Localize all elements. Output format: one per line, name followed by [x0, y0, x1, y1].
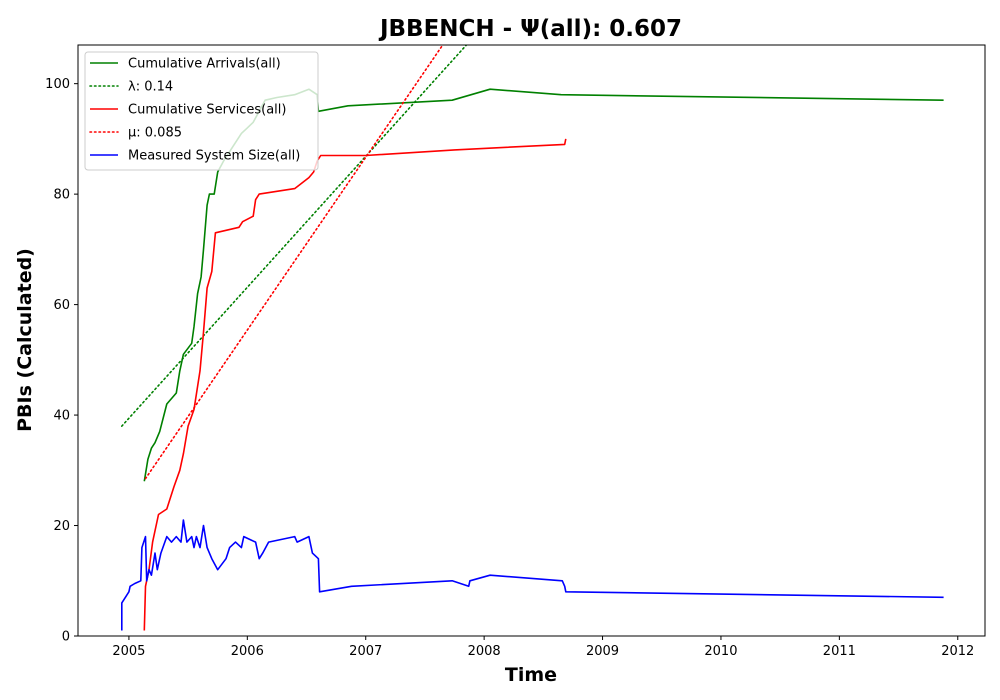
y-tick-label: 60: [53, 298, 70, 313]
series-line-2: [143, 138, 567, 631]
legend-label: Cumulative Arrivals(all): [128, 57, 281, 72]
x-tick-label: 2012: [941, 644, 974, 659]
x-tick-label: 2008: [468, 644, 501, 659]
y-tick-label: 20: [53, 519, 70, 534]
y-tick-label: 40: [53, 409, 70, 424]
x-tick-label: 2006: [231, 644, 264, 659]
chart-title: JBBENCH - Ψ(all): 0.607: [378, 16, 682, 42]
y-tick-label: 80: [53, 188, 70, 203]
x-tick-label: 2009: [586, 644, 619, 659]
legend-label: Measured System Size(all): [128, 149, 300, 164]
y-axis-label: PBIs (Calculated): [14, 248, 36, 432]
legend-label: λ: 0.14: [128, 80, 173, 95]
series-line-3: [144, 45, 444, 480]
legend-box: [84, 51, 319, 171]
x-tick-label: 2011: [823, 644, 856, 659]
series-line-4: [121, 519, 944, 631]
legend-label: μ: 0.085: [128, 126, 182, 141]
y-tick-label: 0: [62, 630, 70, 645]
x-axis: 2005 2006 2007 2008 2009 2010 2011 2012: [112, 636, 974, 659]
x-axis-label: Time: [505, 664, 557, 686]
plot-frame: [77, 44, 986, 637]
x-tick-label: 2010: [704, 644, 737, 659]
series-line-1: [121, 45, 468, 427]
y-tick-label: 100: [45, 77, 70, 92]
legend: Cumulative Arrivals(all) λ: 0.14 Cumulativ…: [84, 51, 319, 171]
x-tick-label: 2007: [349, 644, 382, 659]
y-axis: 0 20 40 60 80 100: [45, 77, 78, 645]
legend-label: Cumulative Services(all): [128, 103, 286, 118]
x-tick-label: 2005: [112, 644, 145, 659]
